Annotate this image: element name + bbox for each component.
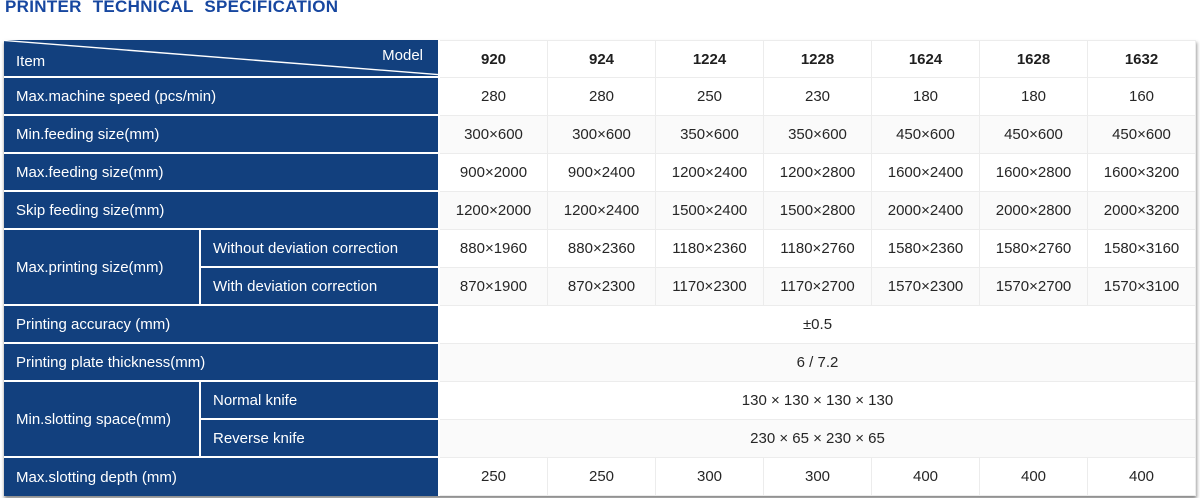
spec-value-cell: 1580×2760 [980,230,1088,268]
spec-span-value-cell: 130 × 130 × 130 × 130 [440,382,1196,420]
spec-value-cell: 350×600 [656,116,764,154]
row-label-skip-feeding: Skip feeding size(mm) [4,192,440,230]
spec-value-cell: 450×600 [1088,116,1196,154]
row-label-max-slotting-depth: Max.slotting depth (mm) [4,458,440,496]
spec-value-cell: 1600×2800 [980,154,1088,192]
spec-value-cell: 280 [440,78,548,116]
row-label-plate-thickness: Printing plate thickness(mm) [4,344,440,382]
spec-value-cell: 870×1900 [440,268,548,306]
model-column-header: 924 [548,40,656,78]
sub-label-normal-knife: Normal knife [201,382,440,420]
spec-value-cell: 180 [980,78,1088,116]
row-label-printing-accuracy: Printing accuracy (mm) [4,306,440,344]
spec-value-cell: 250 [656,78,764,116]
spec-value-cell: 1580×3160 [1088,230,1196,268]
spec-value-cell: 450×600 [872,116,980,154]
spec-value-cell: 1570×2700 [980,268,1088,306]
spec-value-cell: 400 [872,458,980,496]
corner-model-label: Model [382,47,423,64]
spec-value-cell: 1600×2400 [872,154,980,192]
spec-value-cell: 280 [548,78,656,116]
spec-value-cell: 880×2360 [548,230,656,268]
spec-value-cell: 2000×2800 [980,192,1088,230]
spec-value-cell: 300 [656,458,764,496]
spec-value-cell: 1170×2300 [656,268,764,306]
spec-value-cell: 2000×2400 [872,192,980,230]
spec-table: Item Model 920 924 1224 1228 1624 1628 1… [4,40,1196,496]
spec-value-cell: 1200×2800 [764,154,872,192]
row-label-min-slotting-space: Min.slotting space(mm) [4,382,201,458]
model-column-header: 1632 [1088,40,1196,78]
spec-value-cell: 1600×3200 [1088,154,1196,192]
spec-value-cell: 450×600 [980,116,1088,154]
spec-value-cell: 400 [1088,458,1196,496]
sub-label-reverse-knife: Reverse knife [201,420,440,458]
spec-value-cell: 870×2300 [548,268,656,306]
spec-value-cell: 1180×2360 [656,230,764,268]
row-label-max-feeding: Max.feeding size(mm) [4,154,440,192]
spec-span-value-cell: 6 / 7.2 [440,344,1196,382]
spec-value-cell: 1570×2300 [872,268,980,306]
spec-value-cell: 1200×2400 [656,154,764,192]
model-column-header: 1224 [656,40,764,78]
spec-value-cell: 230 [764,78,872,116]
spec-value-cell: 300 [764,458,872,496]
spec-value-cell: 1570×3100 [1088,268,1196,306]
spec-value-cell: 880×1960 [440,230,548,268]
spec-value-cell: 180 [872,78,980,116]
spec-value-cell: 1170×2700 [764,268,872,306]
spec-value-cell: 1500×2800 [764,192,872,230]
spec-value-cell: 250 [440,458,548,496]
spec-value-cell: 160 [1088,78,1196,116]
spec-value-cell: 1580×2360 [872,230,980,268]
spec-span-value-cell: 230 × 65 × 230 × 65 [440,420,1196,458]
spec-value-cell: 1180×2760 [764,230,872,268]
diagonal-divider-line [4,40,438,76]
spec-value-cell: 350×600 [764,116,872,154]
spec-span-value-cell: ±0.5 [440,306,1196,344]
spec-value-cell: 2000×3200 [1088,192,1196,230]
model-column-header: 1624 [872,40,980,78]
spec-value-cell: 400 [980,458,1088,496]
spec-value-cell: 900×2000 [440,154,548,192]
corner-item-label: Item [16,53,46,70]
model-column-header: 1228 [764,40,872,78]
model-column-header: 1628 [980,40,1088,78]
spec-value-cell: 1200×2400 [548,192,656,230]
spec-value-cell: 300×600 [440,116,548,154]
corner-header-cell: Item Model [4,40,440,78]
spec-value-cell: 1200×2000 [440,192,548,230]
spec-value-cell: 300×600 [548,116,656,154]
row-label-max-printing: Max.printing size(mm) [4,230,201,306]
row-label-machine-speed: Max.machine speed (pcs/min) [4,78,440,116]
row-label-min-feeding: Min.feeding size(mm) [4,116,440,154]
page-title: PRINTER TECHNICAL SPECIFICATION [5,0,339,16]
spec-value-cell: 250 [548,458,656,496]
sub-label-with-deviation: With deviation correction [201,268,440,306]
spec-value-cell: 900×2400 [548,154,656,192]
spec-value-cell: 1500×2400 [656,192,764,230]
model-column-header: 920 [440,40,548,78]
sub-label-without-deviation: Without deviation correction [201,230,440,268]
